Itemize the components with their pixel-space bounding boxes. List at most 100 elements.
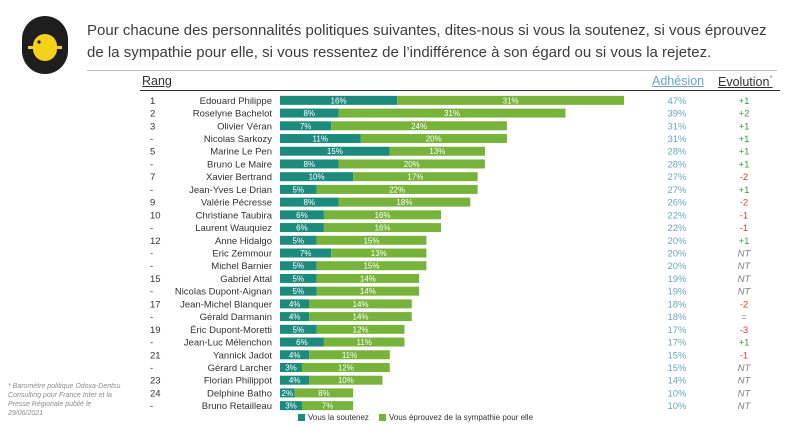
bar-support: [280, 95, 398, 105]
rank-label: -: [150, 363, 153, 374]
category-label: Gérard Larcher: [208, 363, 272, 374]
evolution-value: +1: [739, 121, 750, 132]
rank-label: -: [150, 401, 153, 412]
bar-sympathy: [323, 337, 405, 347]
evolution-value: NT: [738, 274, 752, 285]
rank-label: 9: [150, 198, 155, 209]
bar-sympathy: [316, 273, 420, 283]
category-label: Xavier Bertrand: [206, 172, 272, 183]
bar-sympathy: [360, 134, 507, 144]
legend-item-support: Vous la soutenez: [298, 413, 369, 422]
category-label: Olivier Véran: [217, 121, 272, 132]
data-label-sympathy: 13%: [429, 147, 445, 156]
bar-support: [280, 273, 317, 283]
bar-support: [280, 210, 324, 220]
data-label-support: 6%: [296, 224, 308, 233]
adhesion-value: 47%: [667, 96, 687, 107]
data-label-sympathy: 11%: [342, 351, 357, 360]
rank-label: 21: [150, 350, 161, 361]
adhesion-column-header: Adhésion: [652, 74, 705, 88]
evolution-value: =: [741, 312, 747, 323]
bar-support: [280, 159, 339, 169]
evolution-value: +1: [739, 159, 750, 170]
bar-support: [280, 172, 354, 182]
bar-sympathy: [316, 286, 420, 296]
data-label-sympathy: 13%: [371, 249, 387, 258]
adhesion-value: 10%: [667, 401, 687, 412]
category-label: Laurent Wauquiez: [195, 223, 272, 234]
rank-label: -: [150, 159, 153, 170]
bar-sympathy: [309, 375, 383, 385]
evolution-value: -2: [740, 198, 748, 209]
legend-swatch-sympathy: [378, 414, 386, 421]
adhesion-value: 20%: [667, 249, 687, 260]
adhesion-value: 31%: [667, 121, 687, 132]
bar-sympathy: [397, 95, 625, 105]
bar-support: [280, 324, 317, 334]
category-label: Michel Barnier: [211, 261, 272, 272]
category-label: Nicolas Sarkozy: [204, 134, 272, 145]
legend-label-sympathy: Vous éprouvez de la sympathie pour elle: [388, 413, 534, 422]
data-label-sympathy: 20%: [426, 135, 442, 144]
category-label: Gérald Darmanin: [200, 312, 272, 323]
data-label-sympathy: 7%: [322, 402, 334, 411]
data-label-support: 10%: [309, 173, 325, 182]
data-label-support: 3%: [285, 402, 297, 411]
evolution-footnote-mark: *: [769, 74, 773, 83]
bar-sympathy: [309, 299, 412, 309]
rank-label: 17: [150, 299, 161, 310]
bar-support: [280, 248, 332, 258]
data-label-support: 5%: [293, 287, 305, 296]
category-label: Jean-Yves Le Drian: [189, 185, 272, 196]
evolution-value: NT: [738, 287, 752, 298]
adhesion-value: 14%: [667, 376, 687, 387]
bar-support: [280, 146, 390, 156]
rank-column-header: Rang: [142, 74, 172, 88]
header-underline: [140, 90, 780, 91]
bar-support: [280, 350, 310, 360]
category-label: Florian Philippot: [204, 376, 272, 387]
adhesion-value: 27%: [667, 172, 687, 183]
rank-label: -: [150, 312, 153, 323]
bar-sympathy: [323, 223, 442, 233]
bar-sympathy: [301, 401, 354, 411]
data-label-sympathy: 14%: [353, 313, 369, 322]
category-label: Anne Hidalgo: [215, 236, 272, 247]
bar-support: [280, 121, 332, 131]
rank-label: 1: [150, 96, 155, 107]
adhesion-value: 26%: [667, 198, 687, 209]
adhesion-value: 19%: [667, 287, 687, 298]
bar-support: [280, 197, 339, 207]
survey-question: Pour chacune des personnalités politique…: [87, 22, 767, 61]
evolution-value: +1: [739, 134, 750, 145]
rank-label: 12: [150, 236, 161, 247]
evolution-value: NT: [738, 363, 752, 374]
category-label: Éric Dupont-Moretti: [190, 325, 272, 336]
data-label-support: 7%: [300, 122, 312, 131]
data-label-support: 4%: [289, 300, 301, 309]
bar-sympathy: [389, 146, 485, 156]
evolution-value: -3: [740, 325, 748, 336]
data-label-support: 5%: [293, 262, 305, 271]
legend-item-sympathy: Vous éprouvez de la sympathie pour elle: [378, 413, 534, 422]
category-label: Nicolas Dupont-Aignan: [175, 287, 272, 298]
adhesion-value: 18%: [667, 312, 687, 323]
bar-sympathy: [353, 172, 478, 182]
data-label-support: 5%: [293, 185, 305, 194]
evolution-value: -1: [740, 223, 748, 234]
bar-sympathy: [316, 324, 405, 334]
rank-label: -: [150, 223, 153, 234]
bar-support: [280, 388, 295, 398]
data-label-support: 4%: [289, 313, 301, 322]
data-label-sympathy: 14%: [360, 287, 376, 296]
adhesion-value: 15%: [667, 350, 687, 361]
data-label-sympathy: 31%: [444, 109, 460, 118]
adhesion-value: 19%: [667, 274, 687, 285]
bar-sympathy: [323, 210, 442, 220]
data-label-support: 5%: [293, 274, 305, 283]
data-label-sympathy: 20%: [404, 160, 420, 169]
data-label-support: 8%: [303, 160, 315, 169]
data-label-support: 8%: [303, 109, 315, 118]
category-label: Valérie Pécresse: [201, 198, 272, 209]
category-label: Edouard Philippe: [200, 96, 272, 107]
